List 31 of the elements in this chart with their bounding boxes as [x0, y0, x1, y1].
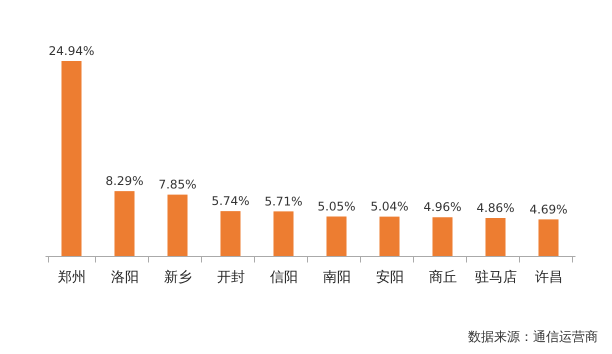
data-label: 7.85%	[158, 178, 197, 192]
data-label: 8.29%	[105, 174, 144, 188]
x-tick-label: 信阳	[270, 270, 298, 286]
x-tick-label: 驻马店	[475, 270, 517, 286]
x-tick-label: 商丘	[429, 270, 457, 286]
bar	[485, 218, 506, 256]
source-note: 数据来源：通信运营商	[468, 329, 598, 346]
data-label: 5.05%	[317, 200, 356, 214]
data-label: 5.71%	[264, 194, 303, 208]
data-label: 4.69%	[529, 202, 568, 216]
bar	[220, 211, 241, 256]
bar	[538, 219, 559, 256]
x-tick-label: 新乡	[164, 270, 192, 286]
x-tick-label: 南阳	[323, 270, 351, 286]
data-label: 4.96%	[423, 200, 462, 214]
x-tick-label: 洛阳	[111, 270, 139, 286]
x-tick-label: 许昌	[535, 270, 563, 286]
x-tick-label: 开封	[217, 270, 245, 286]
bar	[61, 61, 82, 256]
bar	[326, 216, 347, 256]
bar	[379, 216, 400, 256]
bar	[432, 217, 453, 256]
data-label: 4.86%	[476, 201, 515, 215]
data-label: 24.94%	[48, 44, 94, 58]
data-label: 5.74%	[211, 194, 250, 208]
data-label: 5.04%	[370, 200, 409, 214]
bar	[167, 194, 188, 256]
x-tick-label: 安阳	[376, 270, 404, 286]
x-tick-label: 郑州	[58, 270, 86, 286]
bar	[273, 211, 294, 256]
bar	[114, 191, 135, 256]
